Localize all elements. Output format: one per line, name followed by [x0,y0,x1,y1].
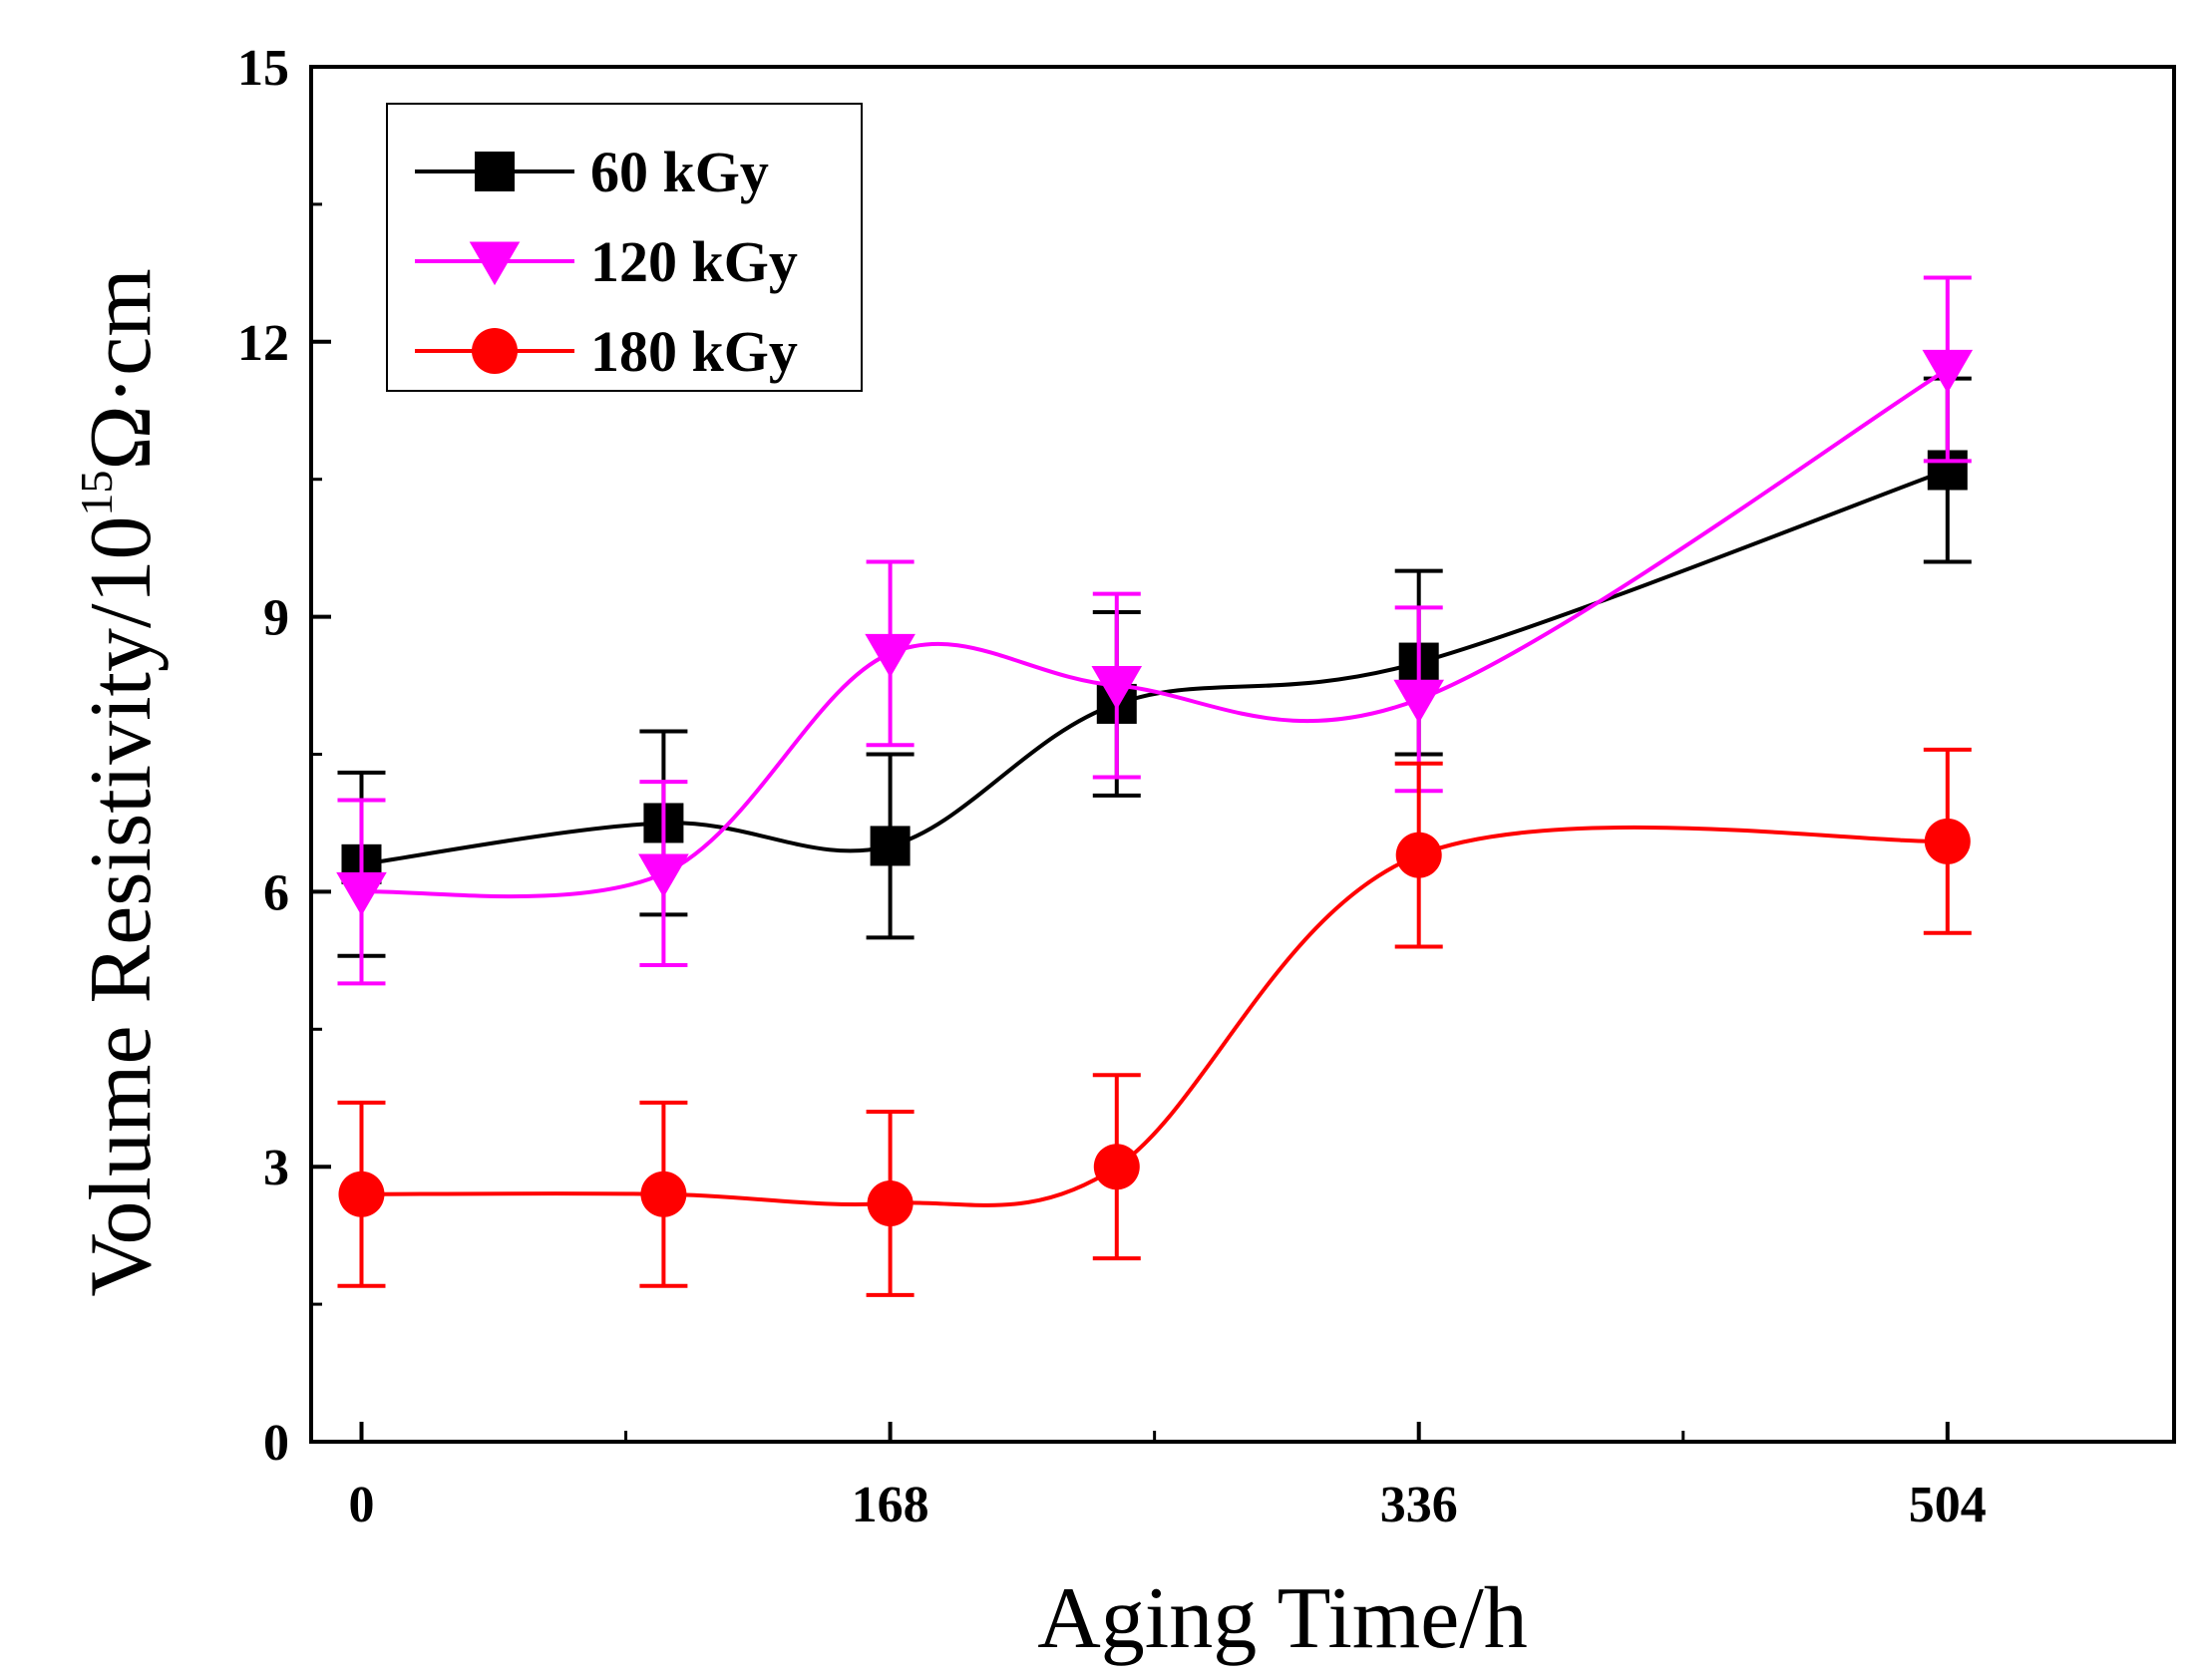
legend-label: 180 kGy [590,319,798,384]
x-tick-label: 504 [1909,1477,1987,1533]
y-tick-label: 3 [263,1140,289,1196]
x-tick-label: 0 [348,1477,374,1533]
data-point [1091,666,1143,710]
data-point [1924,818,1971,864]
series-line [361,367,1949,899]
legend-box [386,103,863,392]
y-tick-label: 9 [263,590,289,647]
data-point [336,871,387,916]
data-point [865,633,916,678]
x-tick-label: 168 [852,1477,929,1533]
data-point [867,1179,914,1226]
data-point [1093,1144,1140,1190]
y-tick-label: 6 [263,864,289,921]
legend-marker [475,152,515,191]
legend-label: 120 kGy [590,229,798,294]
legend-label: 60 kGy [590,140,769,204]
legend-entry-120-kgy: 120 kGy [415,229,798,294]
x-axis-title: Aging Time/h [1037,1570,1527,1667]
series-180-kgy [337,747,1972,1297]
data-point [1395,832,1442,878]
y-tick-label: 15 [237,40,289,97]
y-tick-label: 12 [237,315,289,372]
y-axis-title-unit: Ω·cm [73,268,170,470]
data-point [338,1171,385,1217]
x-tick-label: 336 [1380,1477,1458,1533]
y-tick-label: 0 [263,1415,289,1472]
y-axis-title-base: Volume Resistivity/10 [73,516,170,1297]
legend-marker [469,241,521,286]
data-point [1922,349,1974,394]
data-point [870,826,911,866]
data-point [1393,679,1445,724]
y-axis-title-exponent: 15 [71,471,122,516]
series-60-kgy [337,376,1972,958]
data-point [640,1171,687,1217]
data-point [638,853,689,898]
legend-entry-180-kgy: 180 kGy [415,319,798,384]
legend-entry-60-kgy: 60 kGy [415,140,769,204]
series-line [361,825,1948,1207]
legend-marker [472,328,518,374]
series-120-kgy [336,275,1974,986]
y-axis-title: Volume Resistivity/1015Ω·cm [71,268,170,1296]
